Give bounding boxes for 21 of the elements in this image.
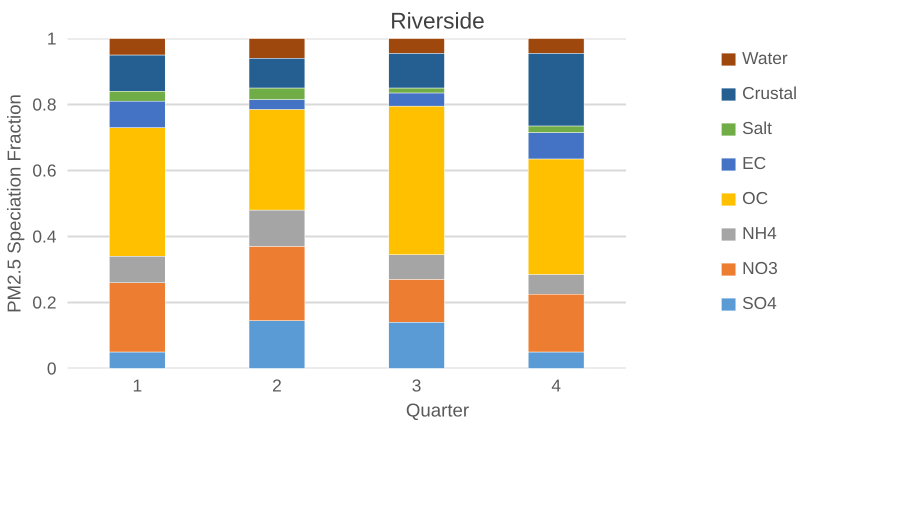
y-tick-label: 0	[46, 358, 57, 378]
x-tick-label: 3	[412, 376, 422, 396]
x-axis-title: Quarter	[406, 400, 470, 420]
y-tick-label: 0.2	[32, 292, 57, 312]
legend-label: NH4	[742, 223, 777, 244]
y-tick-label: 1	[46, 28, 57, 48]
y-tick-label: 0.4	[32, 226, 57, 246]
chart-title: Riverside	[390, 8, 485, 34]
legend-label: NO3	[742, 258, 778, 279]
legend-label: SO4	[742, 293, 777, 314]
legend-label: Water	[742, 48, 788, 69]
x-tick-label: 4	[551, 376, 562, 396]
x-tick-label: 1	[132, 376, 142, 396]
legend-label: OC	[742, 188, 768, 209]
legend-label: Salt	[742, 118, 772, 139]
y-tick-label: 0.6	[32, 160, 57, 180]
y-tick-label: 0.8	[32, 94, 57, 114]
y-axis-title: PM2.5 Speciation Fraction	[3, 94, 24, 313]
x-tick-label: 2	[272, 376, 282, 396]
legend-label: Crustal	[742, 83, 797, 104]
legend-label: EC	[742, 153, 766, 174]
